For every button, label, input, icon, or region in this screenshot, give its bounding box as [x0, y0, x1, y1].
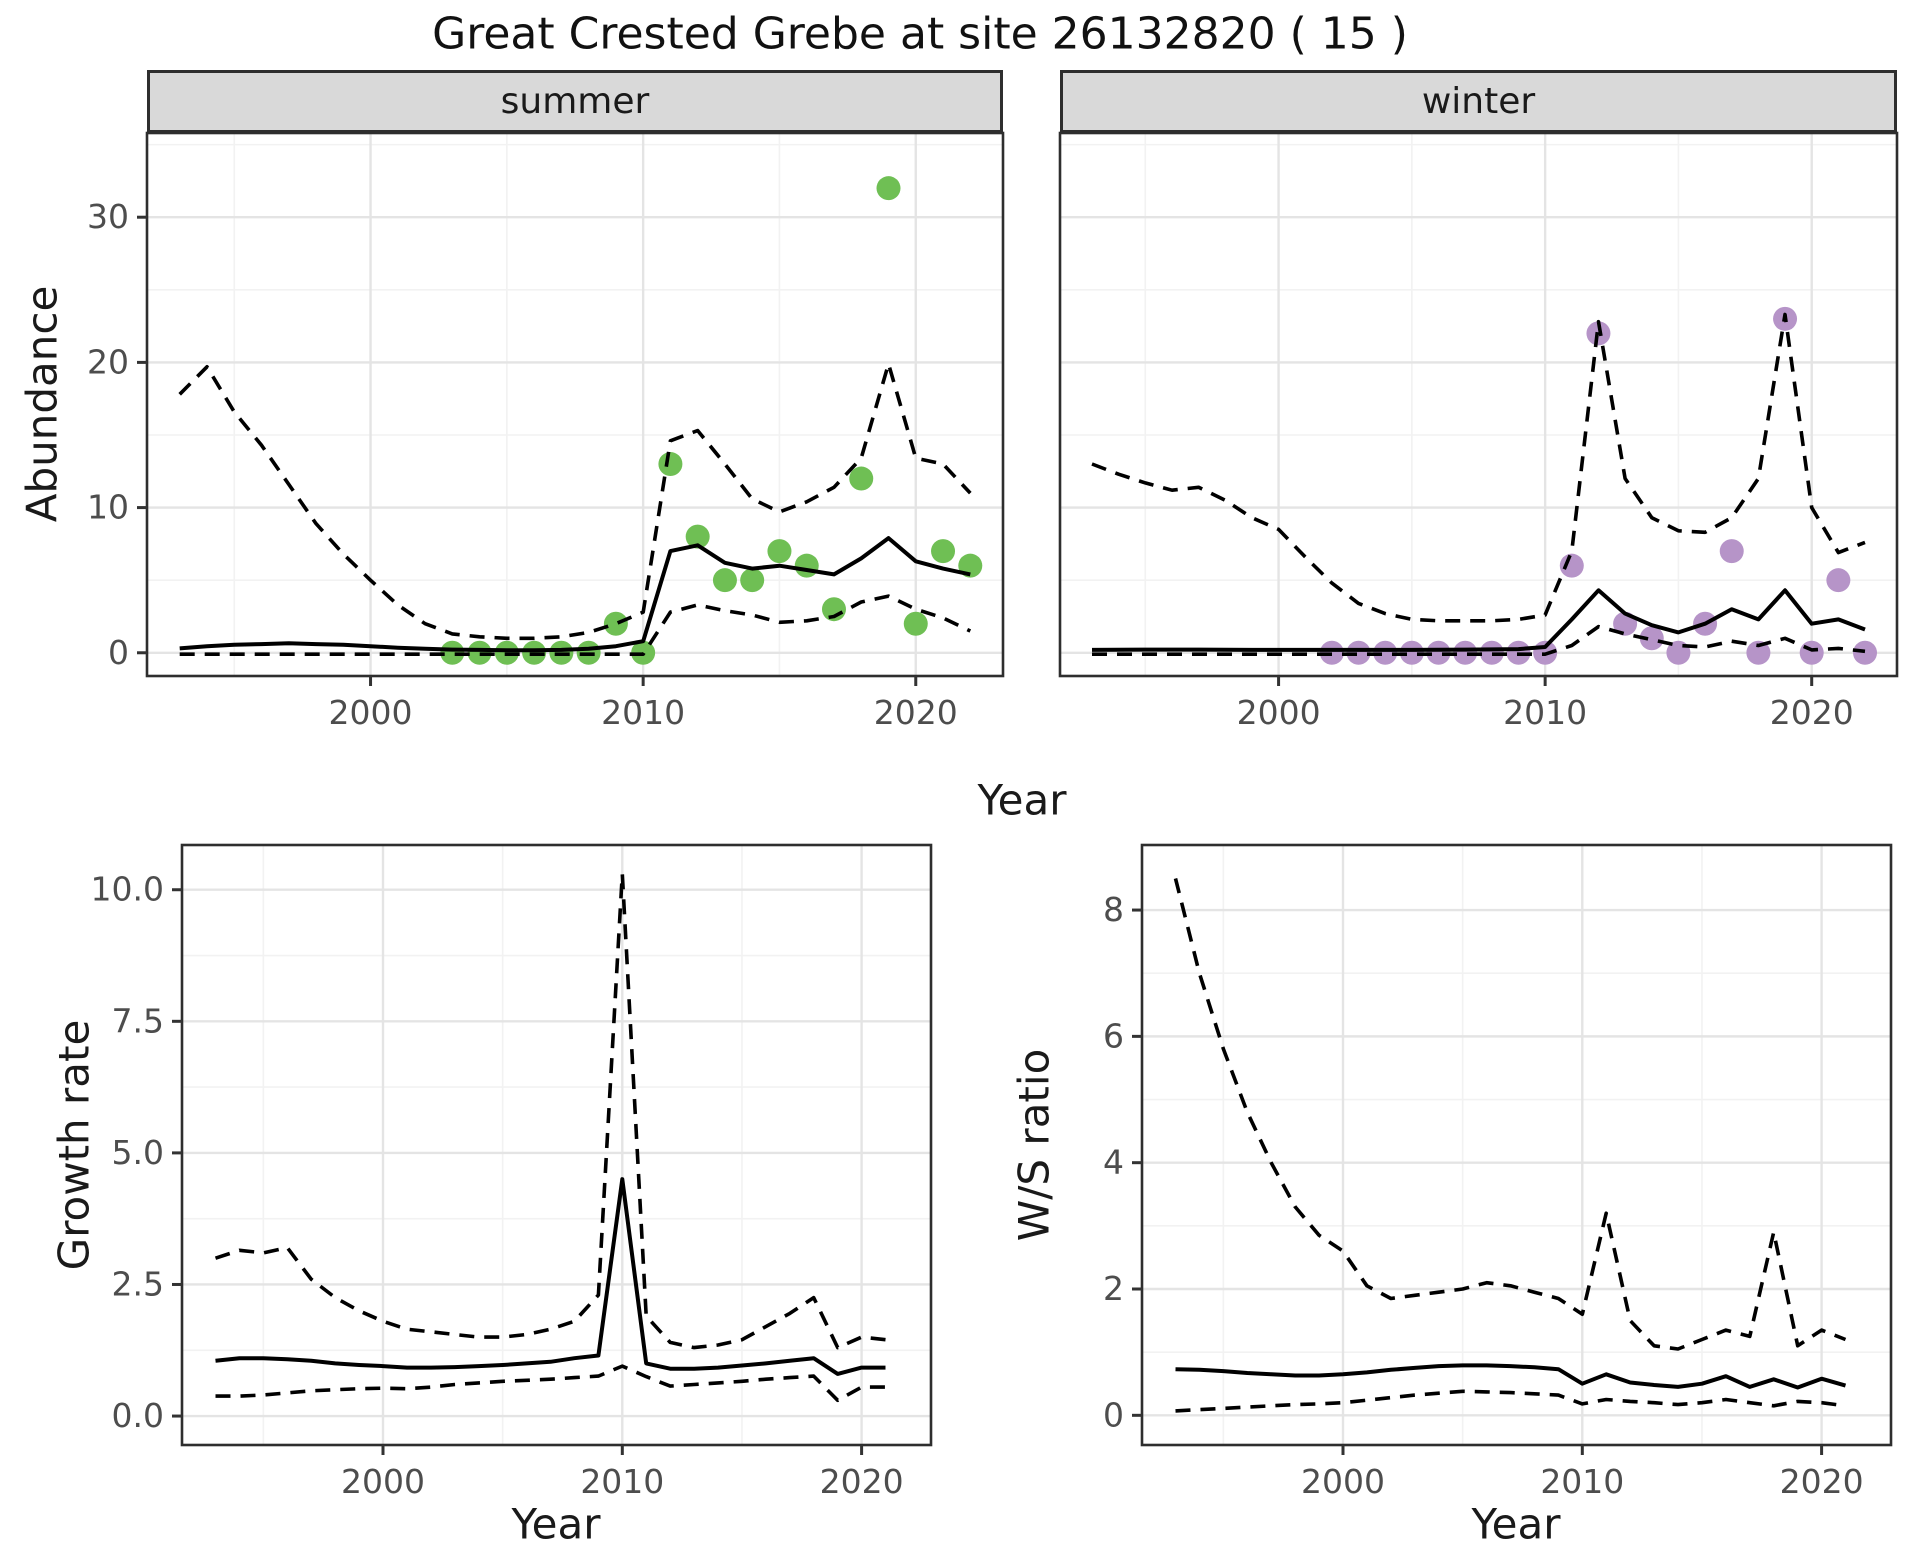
ws-ratio-lower-ci-line [1175, 1389, 1846, 1413]
panel-abundance-summer: 2000 2010 2020 0 10 20 30 [87, 131, 1005, 732]
data-layer-growth-rate [214, 872, 886, 1403]
x-tick-label: 2010 [1540, 1462, 1624, 1501]
facet-strip-summer-label: summer [500, 81, 650, 122]
panel-border [1058, 131, 1899, 678]
abundance-winter-upper-ci-line [1091, 312, 1866, 623]
y-tick-label: 2.5 [112, 1264, 164, 1303]
y-tick-label: 7.5 [112, 1001, 164, 1040]
y-tick-label: 10 [87, 488, 129, 527]
panel-abundance-winter: 2000 2010 2020 [1058, 131, 1899, 732]
y-tick-label: 2 [1103, 1269, 1124, 1308]
panel-border [180, 843, 933, 1447]
panel-ws-ratio: 2000 2010 2020 0 2 4 6 8 [1103, 843, 1893, 1501]
data-point-observed-counts-winter [1746, 640, 1771, 665]
data-point-observed-counts-summer [685, 524, 710, 549]
x-tick-label: 2000 [1301, 1462, 1385, 1501]
data-point-observed-counts-winter [1346, 640, 1371, 665]
panel-background [147, 133, 1003, 676]
data-layer-abundance-winter [1091, 306, 1878, 665]
x-tick-label: 2010 [580, 1462, 664, 1501]
x-tick-label: 2020 [1770, 693, 1854, 732]
y-tick-label: 4 [1103, 1143, 1124, 1182]
y-tick-label: 20 [87, 342, 129, 381]
y-axis-title-ws-ratio: W/S ratio [1009, 1048, 1059, 1242]
data-point-observed-counts-summer [794, 553, 819, 578]
data-point-observed-counts-winter [1826, 568, 1851, 593]
facet-strip-winter: winter [1060, 70, 1897, 133]
y-tick-label: 6 [1103, 1016, 1124, 1055]
x-tick-label: 2000 [341, 1462, 425, 1501]
growth-rate-lower-ci-line [215, 1364, 886, 1403]
y-tick-label: 0.0 [112, 1396, 164, 1435]
data-point-observed-counts-summer [440, 640, 465, 665]
abundance-summer-lower-ci-line [179, 594, 972, 656]
x-tick-label: 2020 [1780, 1462, 1864, 1501]
x-axis-title-year-ws: Year [1471, 1499, 1561, 1549]
abundance-winter-lower-ci-line [1092, 624, 1866, 656]
data-point-observed-counts-summer [658, 452, 683, 477]
growth-rate-upper-ci-line [214, 872, 886, 1350]
x-axis-title-year-top: Year [977, 775, 1067, 825]
x-tick-label: 2010 [601, 693, 685, 732]
figure-title: Great Crested Grebe at site 26132820 ( 1… [432, 8, 1408, 60]
panel-border [145, 131, 1005, 678]
data-point-observed-counts-summer [767, 539, 792, 564]
data-layer-ws-ratio [1173, 878, 1847, 1413]
x-axis-title-year-growth: Year [511, 1499, 601, 1549]
data-point-observed-counts-winter [1639, 626, 1664, 651]
ws-ratio-upper-ci-line [1173, 878, 1847, 1351]
abundance-summer-upper-ci-line [178, 362, 972, 641]
data-point-observed-counts-summer [849, 466, 874, 491]
x-tick-label: 2020 [874, 693, 958, 732]
data-point-observed-counts-summer [467, 640, 492, 665]
y-tick-label: 10.0 [91, 870, 164, 909]
panel-background [1060, 133, 1897, 676]
data-layer-abundance-summer [178, 176, 983, 665]
data-point-observed-counts-summer [931, 539, 956, 564]
data-point-observed-counts-winter [1453, 640, 1478, 665]
panel-border [1140, 843, 1893, 1447]
panel-background [1142, 845, 1891, 1445]
data-point-observed-counts-winter [1373, 640, 1398, 665]
y-tick-label: 0 [1103, 1395, 1124, 1434]
facet-strip-summer: summer [147, 70, 1003, 133]
data-point-observed-counts-summer [903, 611, 928, 636]
y-tick-label: 30 [87, 197, 129, 236]
abundance-summer-estimate-line [179, 536, 971, 653]
panel-growth-rate: 2000 2010 2020 0.0 2.5 5.0 7.5 10.0 [91, 843, 933, 1501]
data-point-observed-counts-summer [876, 176, 901, 201]
data-point-observed-counts-winter [1559, 553, 1584, 578]
abundance-winter-estimate-line [1091, 588, 1866, 652]
growth-rate-estimate-line [215, 1177, 886, 1376]
y-axis-title-abundance: Abundance [17, 285, 67, 523]
data-point-observed-counts-summer [740, 568, 765, 593]
x-tick-label: 2000 [1237, 693, 1321, 732]
data-point-observed-counts-winter [1479, 640, 1504, 665]
data-point-observed-counts-winter [1799, 640, 1824, 665]
data-point-observed-counts-winter [1853, 640, 1878, 665]
data-point-observed-counts-summer [712, 568, 737, 593]
facet-strip-winter-label: winter [1421, 81, 1536, 122]
y-axis-title-growth-rate: Growth rate [49, 1019, 99, 1271]
y-tick-label: 8 [1103, 890, 1124, 929]
data-point-observed-counts-winter [1399, 640, 1424, 665]
panel-background [182, 845, 931, 1445]
ws-ratio-estimate-line [1175, 1363, 1847, 1390]
y-tick-label: 5.0 [112, 1133, 164, 1172]
x-tick-label: 2010 [1503, 693, 1587, 732]
x-tick-label: 2020 [820, 1462, 904, 1501]
x-tick-label: 2000 [329, 693, 413, 732]
data-point-observed-counts-winter [1426, 640, 1451, 665]
data-point-observed-counts-summer [603, 611, 628, 636]
y-tick-label: 0 [108, 633, 129, 672]
data-point-observed-counts-winter [1719, 539, 1744, 564]
